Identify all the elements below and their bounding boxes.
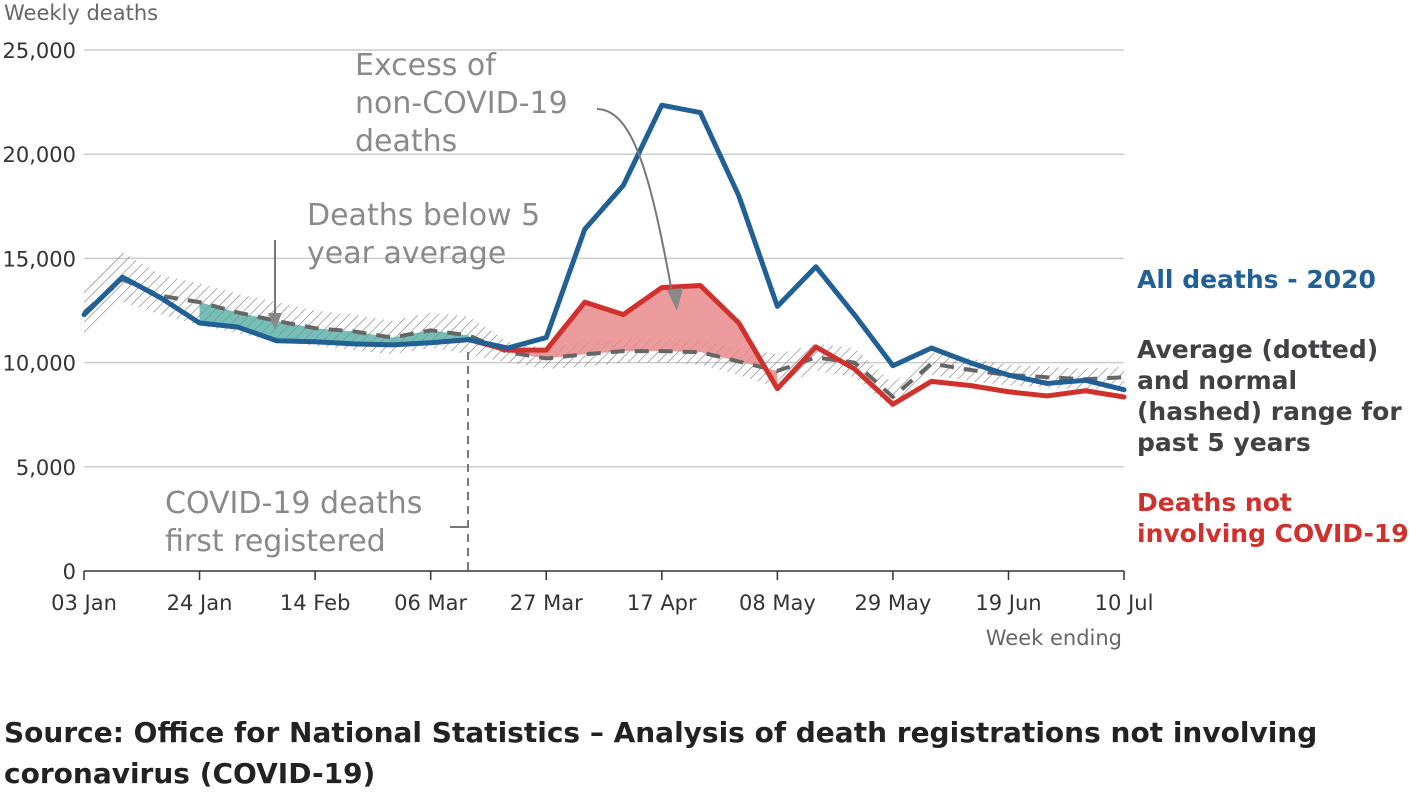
- x-tick-label: 19 Jun: [975, 591, 1041, 615]
- annotation-below-line-1: Deaths below 5: [307, 198, 540, 233]
- y-tick-label: 20,000: [3, 143, 76, 167]
- weekly-deaths-chart: Weekly deaths 0 5,000 10,000 15,000 20,000 25…: [3, 1, 1409, 650]
- legend-average-line-2: and normal: [1137, 366, 1297, 395]
- legend-average-line-3: (hashed) range for: [1137, 397, 1402, 426]
- x-tick-label: 24 Jan: [167, 591, 233, 615]
- legend-not-covid-line-2: involving COVID-19: [1137, 519, 1409, 548]
- annotation-below-arrowhead: [268, 313, 282, 330]
- x-tick-label: 08 May: [739, 591, 816, 615]
- annotation-excess-line-2: non-COVID-19: [355, 86, 568, 121]
- excess-deaths-area: [507, 285, 778, 389]
- y-tick-label: 15,000: [3, 247, 76, 271]
- legend-all-deaths-label: All deaths - 2020: [1137, 265, 1376, 294]
- legend-average: Average (dotted) and normal (hashed) ran…: [1137, 335, 1402, 457]
- annotation-first-line-2: first registered: [165, 524, 386, 559]
- source-note: Source: Office for National Statistics –…: [4, 716, 1318, 790]
- x-tick-label: 27 Mar: [510, 591, 583, 615]
- x-axis-title: Week ending: [986, 626, 1122, 650]
- x-tick-label: 17 Apr: [627, 591, 697, 615]
- y-tick-labels: 0 5,000 10,000 15,000 20,000 25,000: [3, 39, 76, 584]
- x-tick-label: 06 Mar: [394, 591, 467, 615]
- x-tick-label: 03 Jan: [51, 591, 117, 615]
- legend-all-deaths: All deaths - 2020: [1137, 265, 1376, 294]
- y-axis-title: Weekly deaths: [4, 1, 158, 25]
- y-tick-label: 10,000: [3, 352, 76, 376]
- x-tick-label: 14 Feb: [280, 591, 351, 615]
- annotation-below: Deaths below 5 year average: [307, 198, 540, 271]
- annotation-excess-arrowhead: [667, 288, 683, 311]
- annotation-below-line-2: year average: [307, 236, 506, 271]
- x-tick-label: 10 Jul: [1095, 591, 1154, 615]
- annotation-excess-arrow: [596, 108, 674, 299]
- annotation-first-registered: COVID-19 deaths first registered: [165, 486, 422, 559]
- annotation-excess: Excess of non-COVID-19 deaths: [355, 48, 568, 159]
- x-tick-label: 29 May: [855, 591, 932, 615]
- all-deaths-line: [81, 102, 1127, 393]
- legend-not-covid: Deaths not involving COVID-19: [1137, 488, 1409, 548]
- legend-average-line-1: Average (dotted): [1137, 335, 1378, 364]
- annotation-first-line-1: COVID-19 deaths: [165, 486, 422, 521]
- legend-not-covid-line-1: Deaths not: [1137, 488, 1292, 517]
- y-gridlines: [84, 49, 1124, 468]
- y-tick-label: 5,000: [16, 456, 76, 480]
- annotation-excess-line-1: Excess of: [355, 48, 497, 83]
- not-covid-deaths-line: [466, 282, 1127, 407]
- y-tick-label: 0: [63, 560, 76, 584]
- average-line: [82, 277, 1125, 399]
- below-average-area: [199, 302, 470, 345]
- y-tick-label: 25,000: [3, 39, 76, 63]
- x-tick-marks: [83, 571, 1125, 580]
- normal-range-band: [84, 252, 1125, 409]
- annotation-excess-line-3: deaths: [355, 124, 457, 159]
- legend-average-line-4: past 5 years: [1137, 428, 1311, 457]
- x-tick-labels: 03 Jan 24 Jan 14 Feb 06 Mar 27 Mar 17 Apr 08 M…: [51, 591, 1153, 615]
